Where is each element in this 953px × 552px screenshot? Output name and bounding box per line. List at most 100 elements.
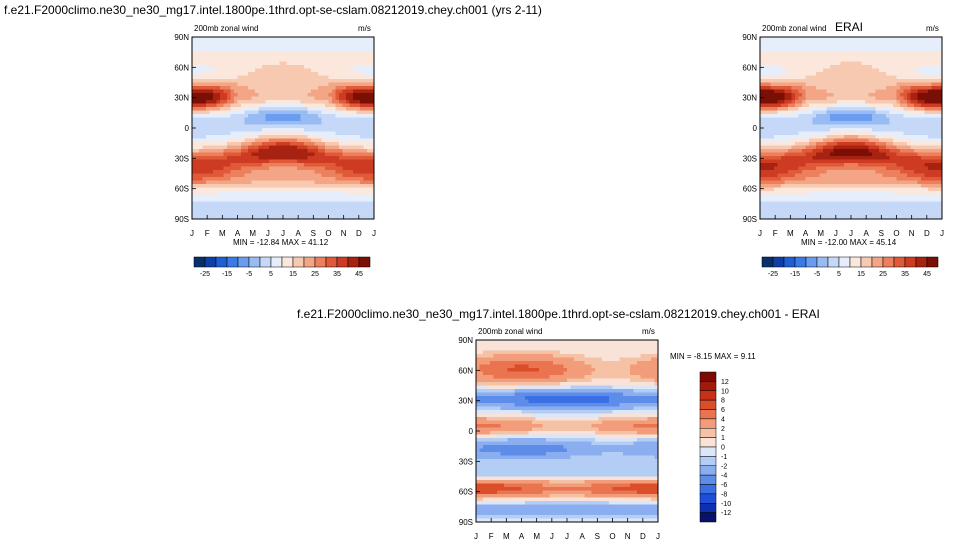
heatmap-cell bbox=[848, 125, 852, 129]
heatmap-cell bbox=[827, 104, 831, 108]
heatmap-cell bbox=[851, 37, 855, 41]
heatmap-cell bbox=[315, 167, 319, 171]
heatmap-cell bbox=[778, 100, 782, 104]
heatmap-cell bbox=[893, 135, 897, 139]
heatmap-cell bbox=[862, 48, 866, 52]
heatmap-cell bbox=[350, 83, 354, 87]
heatmap-cell bbox=[788, 100, 792, 104]
heatmap-cell bbox=[360, 198, 364, 202]
colorbar-label: -5 bbox=[246, 271, 252, 278]
heatmap-cell bbox=[353, 100, 357, 104]
heatmap-cell bbox=[792, 114, 796, 118]
heatmap-cell bbox=[287, 93, 291, 97]
heatmap-cell bbox=[213, 72, 217, 76]
heatmap-cell bbox=[858, 198, 862, 202]
heatmap-cell bbox=[280, 142, 284, 146]
heatmap-cell bbox=[900, 181, 904, 185]
heatmap-cell bbox=[311, 76, 315, 80]
heatmap-cell bbox=[308, 191, 312, 195]
heatmap-cell bbox=[869, 139, 873, 143]
heatmap-cell bbox=[252, 156, 256, 160]
heatmap-cell bbox=[834, 107, 838, 111]
heatmap-cell bbox=[788, 79, 792, 83]
heatmap-cell bbox=[771, 205, 775, 209]
heatmap-cell bbox=[760, 37, 764, 41]
heatmap-cell bbox=[199, 128, 203, 132]
heatmap-cell bbox=[792, 41, 796, 45]
heatmap-cell bbox=[907, 139, 911, 143]
heatmap-cell bbox=[764, 177, 768, 181]
heatmap-cell bbox=[837, 160, 841, 164]
heatmap-cell bbox=[206, 153, 210, 157]
heatmap-cell bbox=[301, 139, 305, 143]
heatmap-cell bbox=[266, 198, 270, 202]
heatmap-cell bbox=[259, 69, 263, 73]
heatmap-cell bbox=[346, 111, 350, 115]
heatmap-cell bbox=[806, 184, 810, 188]
heatmap-cell bbox=[234, 104, 238, 108]
heatmap-cell bbox=[210, 202, 214, 206]
heatmap-cell bbox=[199, 212, 203, 216]
heatmap-cell bbox=[907, 142, 911, 146]
heatmap-cell bbox=[841, 79, 845, 83]
heatmap-cell bbox=[220, 125, 224, 129]
heatmap-cell bbox=[217, 65, 221, 69]
heatmap-cell bbox=[224, 167, 228, 171]
heatmap-cell bbox=[238, 69, 242, 73]
heatmap-cell bbox=[273, 104, 277, 108]
heatmap-cell bbox=[290, 55, 294, 59]
heatmap-cell bbox=[760, 198, 764, 202]
heatmap-cell bbox=[851, 188, 855, 192]
heatmap-cell bbox=[802, 160, 806, 164]
heatmap-cell bbox=[774, 121, 778, 125]
heatmap-cell bbox=[280, 65, 284, 69]
heatmap-cell bbox=[196, 83, 200, 87]
heatmap-cell bbox=[858, 118, 862, 122]
heatmap-cell bbox=[217, 125, 221, 129]
heatmap-cell bbox=[879, 79, 883, 83]
heatmap-cell bbox=[785, 111, 789, 115]
heatmap-cell bbox=[192, 146, 196, 150]
heatmap-cell bbox=[241, 97, 245, 101]
heatmap-cell bbox=[788, 90, 792, 94]
heatmap-cell bbox=[357, 121, 361, 125]
heatmap-cell bbox=[876, 121, 880, 125]
heatmap-cell bbox=[834, 111, 838, 115]
heatmap-cell bbox=[353, 51, 357, 55]
heatmap-cell bbox=[879, 83, 883, 87]
heatmap-cell bbox=[360, 191, 364, 195]
heatmap-cell bbox=[364, 97, 368, 101]
heatmap-cell bbox=[224, 198, 228, 202]
heatmap-cell bbox=[851, 160, 855, 164]
heatmap-cell bbox=[276, 177, 280, 181]
heatmap-cell bbox=[353, 191, 357, 195]
heatmap-cell bbox=[199, 142, 203, 146]
heatmap-cell bbox=[336, 55, 340, 59]
heatmap-cell bbox=[876, 86, 880, 90]
heatmap-cell bbox=[360, 135, 364, 139]
heatmap-cell bbox=[245, 153, 249, 157]
heatmap-cell bbox=[841, 195, 845, 199]
heatmap-cell bbox=[367, 160, 371, 164]
heatmap-cell bbox=[276, 65, 280, 69]
heatmap-cell bbox=[848, 65, 852, 69]
colorbar-swatch bbox=[271, 257, 282, 267]
heatmap-cell bbox=[851, 202, 855, 206]
heatmap-cell bbox=[830, 62, 834, 66]
heatmap-cell bbox=[364, 90, 368, 94]
heatmap-cell bbox=[809, 212, 813, 216]
heatmap-cell bbox=[862, 184, 866, 188]
colorbar-label: 5 bbox=[269, 271, 273, 278]
heatmap-cell bbox=[774, 125, 778, 129]
heatmap-cell bbox=[245, 135, 249, 139]
heatmap-cell bbox=[318, 195, 322, 199]
heatmap-cell bbox=[872, 58, 876, 62]
heatmap-cell bbox=[262, 212, 266, 216]
heatmap-cell bbox=[294, 69, 298, 73]
heatmap-cell bbox=[778, 121, 782, 125]
heatmap-cell bbox=[203, 191, 207, 195]
heatmap-cell bbox=[259, 139, 263, 143]
heatmap-cell bbox=[304, 62, 308, 66]
heatmap-cell bbox=[220, 55, 224, 59]
heatmap-cell bbox=[367, 146, 371, 150]
